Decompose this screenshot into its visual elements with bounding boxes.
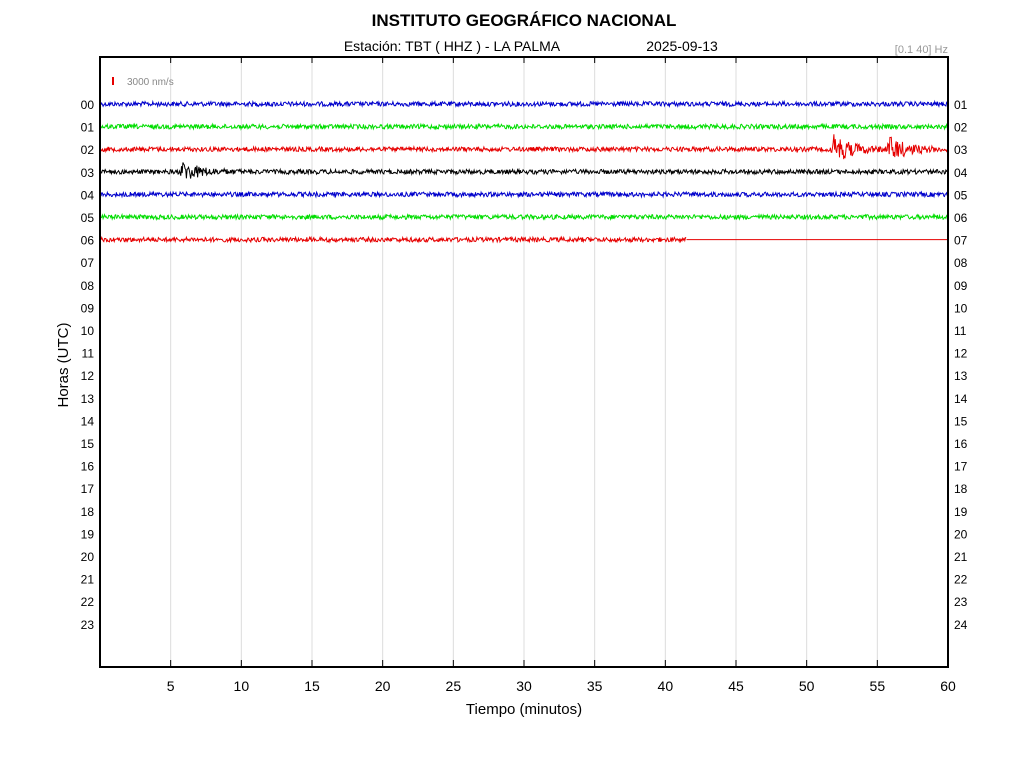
left-hour-label: 04 xyxy=(81,188,95,202)
left-hour-label: 21 xyxy=(81,573,95,587)
right-hour-label: 18 xyxy=(954,482,968,496)
left-hour-label: 22 xyxy=(81,595,95,609)
trace-hour-04 xyxy=(100,190,948,199)
left-hour-label: 09 xyxy=(81,301,95,315)
right-hour-label: 17 xyxy=(954,460,968,474)
left-hour-label: 10 xyxy=(81,324,95,338)
vertical-grid xyxy=(170,58,878,666)
right-hour-label: 10 xyxy=(954,301,968,315)
right-hour-label: 16 xyxy=(954,437,968,451)
left-hour-label: 01 xyxy=(81,121,95,135)
right-hour-label: 07 xyxy=(954,234,968,248)
filter-label: [0.1 40] Hz xyxy=(895,44,948,56)
x-tick-label: 5 xyxy=(167,678,175,694)
left-hour-label: 13 xyxy=(81,392,95,406)
x-tick-label: 20 xyxy=(375,678,391,694)
right-hour-label: 22 xyxy=(954,573,968,587)
left-hour-label: 03 xyxy=(81,166,95,180)
left-hour-label: 06 xyxy=(81,234,95,248)
scale-label: 3000 nm/s xyxy=(127,77,174,88)
right-hour-label: 03 xyxy=(954,143,968,157)
left-hour-label: 14 xyxy=(81,414,95,428)
left-hour-label: 07 xyxy=(81,256,95,270)
right-hour-label: 11 xyxy=(954,324,967,338)
left-hour-label: 08 xyxy=(81,279,95,293)
right-hour-label: 04 xyxy=(954,166,968,180)
trace-hour-06 xyxy=(100,235,687,244)
x-tick-label: 35 xyxy=(587,678,603,694)
left-hour-label: 02 xyxy=(81,143,95,157)
right-hour-label: 20 xyxy=(954,527,968,541)
x-tick-label: 30 xyxy=(516,678,532,694)
right-hour-label: 14 xyxy=(954,392,968,406)
left-hour-ticks: 00 01 02 03 04 05 06 07 08 09 10 11 12 13 14 15 16 17 18 19… xyxy=(81,98,95,632)
left-hour-label: 11 xyxy=(82,347,95,361)
right-hour-label: 05 xyxy=(954,188,968,202)
right-hour-label: 12 xyxy=(954,347,968,361)
left-hour-label: 12 xyxy=(81,369,95,383)
right-hour-label: 15 xyxy=(954,414,968,428)
left-hour-label: 18 xyxy=(81,505,95,519)
y-axis-label: Horas (UTC) xyxy=(55,322,72,407)
x-axis-ticks: 5 10 15 20 25 30 35 40 45 50 55 60 xyxy=(167,57,956,694)
x-tick-label: 45 xyxy=(728,678,744,694)
x-tick-label: 15 xyxy=(304,678,320,694)
x-tick-label: 50 xyxy=(799,678,815,694)
left-hour-label: 20 xyxy=(81,550,95,564)
right-hour-label: 19 xyxy=(954,505,968,519)
left-hour-label: 17 xyxy=(81,482,95,496)
traces xyxy=(100,99,948,244)
x-tick-label: 40 xyxy=(658,678,674,694)
right-hour-label: 08 xyxy=(954,256,968,270)
trace-hour-02 xyxy=(100,134,948,160)
station-label: Estación: TBT ( HHZ ) - LA PALMA xyxy=(344,38,561,54)
left-hour-label: 16 xyxy=(81,460,95,474)
right-hour-label: 06 xyxy=(954,211,968,225)
date-label: 2025-09-13 xyxy=(646,38,718,54)
left-hour-label: 15 xyxy=(81,437,95,451)
x-tick-label: 10 xyxy=(234,678,250,694)
right-hour-label: 02 xyxy=(954,121,968,135)
right-hour-label: 01 xyxy=(954,98,968,112)
x-tick-label: 60 xyxy=(940,678,956,694)
right-hour-ticks: 01 02 03 04 05 06 07 08 09 10 11 12 13 14 15 16 17 18 19 20… xyxy=(954,98,968,632)
right-hour-label: 09 xyxy=(954,279,968,293)
left-hour-label: 00 xyxy=(81,98,95,112)
right-hour-label: 21 xyxy=(954,550,968,564)
trace-hour-00 xyxy=(100,99,948,109)
trace-hour-03 xyxy=(100,162,948,179)
right-hour-label: 13 xyxy=(954,369,968,383)
chart-title: INSTITUTO GEOGRÁFICO NACIONAL xyxy=(372,11,677,30)
left-hour-label: 19 xyxy=(81,527,95,541)
left-hour-label: 05 xyxy=(81,211,95,225)
x-tick-label: 55 xyxy=(870,678,886,694)
right-hour-label: 23 xyxy=(954,595,968,609)
left-hour-label: 23 xyxy=(81,618,95,632)
right-hour-label: 24 xyxy=(954,618,968,632)
trace-hour-05 xyxy=(100,212,948,222)
trace-hour-01 xyxy=(100,122,948,131)
x-axis-label: Tiempo (minutos) xyxy=(466,701,582,718)
x-tick-label: 25 xyxy=(446,678,462,694)
